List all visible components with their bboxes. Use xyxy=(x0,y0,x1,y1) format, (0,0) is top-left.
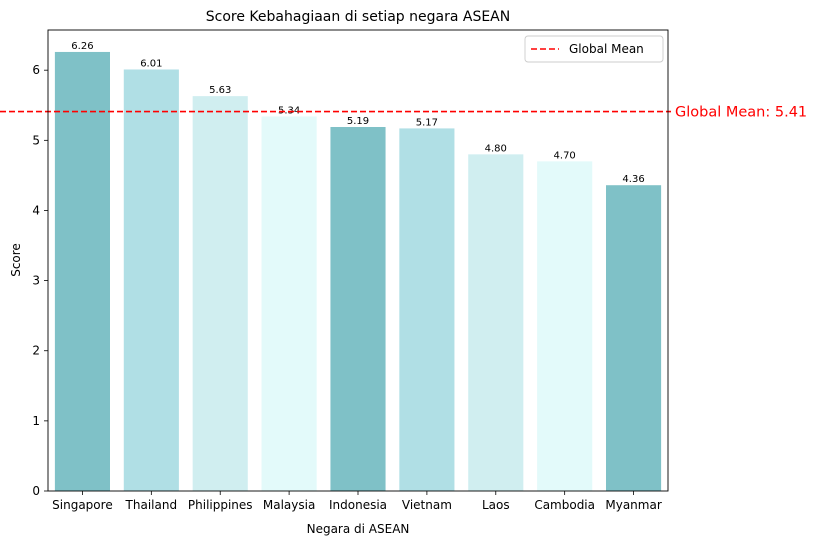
y-tick-label-4: 4 xyxy=(32,203,40,217)
y-tick-label-1: 1 xyxy=(32,414,40,428)
y-axis-label: Score xyxy=(9,243,23,277)
legend: Global Mean xyxy=(524,35,664,63)
bar-malaysia xyxy=(261,116,317,491)
bars-group xyxy=(54,51,662,492)
y-axis-ticks: 0 1 2 3 4 5 6 xyxy=(32,63,48,498)
x-tick-label-laos: Laos xyxy=(482,498,510,512)
bar-singapore xyxy=(54,51,110,491)
bar-cambodia xyxy=(537,161,593,492)
bar-laos xyxy=(468,154,524,491)
x-tick-label-philippines: Philippines xyxy=(188,498,253,512)
bar-vietnam xyxy=(399,128,455,491)
legend-label-global-mean: Global Mean xyxy=(569,42,644,56)
chart-title: Score Kebahagiaan di setiap negara ASEAN xyxy=(206,9,510,25)
x-tick-label-thailand: Thailand xyxy=(125,498,178,512)
legend-box xyxy=(524,35,664,63)
data-label-thailand: 6.01 xyxy=(140,58,162,69)
y-tick-label-3: 3 xyxy=(32,274,40,288)
x-tick-label-vietnam: Vietnam xyxy=(402,498,452,512)
data-label-vietnam: 5.17 xyxy=(416,117,438,128)
data-label-philippines: 5.63 xyxy=(209,85,231,96)
y-tick-label-5: 5 xyxy=(32,133,40,147)
bar-thailand xyxy=(123,69,179,491)
data-label-cambodia: 4.70 xyxy=(554,150,576,161)
bar-myanmar xyxy=(606,185,662,491)
x-axis-label: Negara di ASEAN xyxy=(307,522,410,536)
data-label-myanmar: 4.36 xyxy=(622,174,644,185)
x-tick-label-malaysia: Malaysia xyxy=(263,498,315,512)
y-tick-label-2: 2 xyxy=(32,344,40,358)
x-tick-label-indonesia: Indonesia xyxy=(329,498,387,512)
data-label-laos: 4.80 xyxy=(485,143,507,154)
y-tick-label-6: 6 xyxy=(32,63,40,77)
x-tick-label-singapore: Singapore xyxy=(52,498,113,512)
bar-indonesia xyxy=(330,126,386,492)
x-tick-label-cambodia: Cambodia xyxy=(534,498,595,512)
x-axis-ticks: Singapore Thailand Philippines Malaysia Indo… xyxy=(52,491,662,512)
y-tick-label-0: 0 xyxy=(32,484,40,498)
bar-philippines xyxy=(192,96,248,491)
global-mean-annotation: Global Mean: 5.41 xyxy=(675,105,807,121)
x-tick-label-myanmar: Myanmar xyxy=(605,498,661,512)
data-label-indonesia: 5.19 xyxy=(347,116,369,127)
data-label-singapore: 6.26 xyxy=(71,41,93,52)
